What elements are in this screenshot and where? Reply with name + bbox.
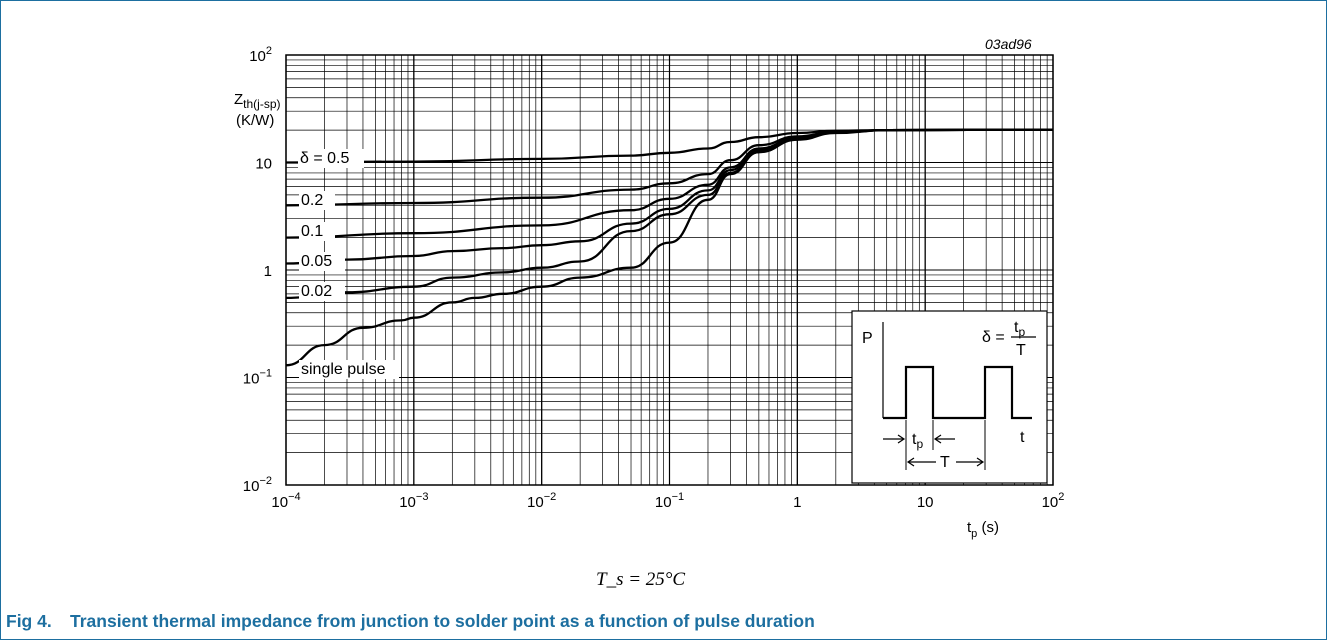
y-tick-label: 10 [255,156,272,173]
series-label: 0.2 [301,192,323,209]
y-axis-unit: (K/W) [236,112,274,129]
x-tick-label: 102 [1042,491,1065,511]
y-tick-labels: 10−2 10−1 1 10 102 [243,45,272,495]
x-tick-label: 10−2 [527,491,556,511]
x-tick-label: 10−3 [399,491,428,511]
series-label-bg [299,282,345,301]
y-tick-label: 102 [249,45,272,65]
y-tick-label: 10−2 [243,475,272,495]
series-label: 0.05 [301,253,332,270]
pulse-inset: Pt tp Tδ = tp T [851,310,1048,484]
x-tick-label: 10−1 [655,491,684,511]
condition-text: T_s = 25°C [596,569,686,590]
series-label-bg [299,252,345,271]
x-tick-label: 1 [793,494,801,511]
series-label-bg [299,360,399,379]
series-label: 0.02 [301,283,332,300]
caption-text: Transient thermal impedance from junctio… [70,611,815,631]
inset-tp-label: tp [912,431,923,451]
inset-p-label: P [862,330,873,347]
figure-id: 03ad96 [985,36,1032,52]
y-tick-label: 1 [264,263,272,280]
series-label: 0.1 [301,223,323,240]
series-label-bg [298,149,364,168]
x-tick-label: 10 [917,494,934,511]
y-tick-label: 10−1 [243,368,272,388]
series-label: single pulse [301,361,386,378]
T-arrow-right [956,457,985,467]
series-lines [285,128,1054,367]
x-axis-label: tp (s) [967,519,999,540]
series-line [285,128,1054,367]
series-label-bg [299,222,335,241]
figure-caption: Fig 4. Transient thermal impedance from j… [6,611,815,632]
inset-box [851,310,1048,484]
series-label: δ = 0.5 [300,150,349,167]
y-axis-label: Zth(j-sp) [234,91,281,111]
series-label-bg [299,191,335,210]
T-arrow-left [906,457,936,467]
pulse-waveform [883,365,1032,420]
axis-labels: tp (s) Zth(j-sp)(K/W) [234,91,999,540]
inset-T-label: T [940,454,950,471]
series-labels: δ = 0.5 0.2 0.1 0.05 0.02 single pulse [298,149,399,379]
x-tick-labels: 10−4 10−3 10−2 10−1 1 10 102 [271,491,1064,511]
formula-lhs: δ = [982,329,1005,346]
formula-denominator: T [1016,342,1026,359]
x-tick-label: 10−4 [271,491,300,511]
caption-number: Fig 4. [6,611,52,631]
formula-numerator: tp [1014,319,1025,339]
inset-t-label: t [1020,429,1025,446]
tp-arrow-right [933,434,955,444]
tp-arrow-left [883,434,906,444]
